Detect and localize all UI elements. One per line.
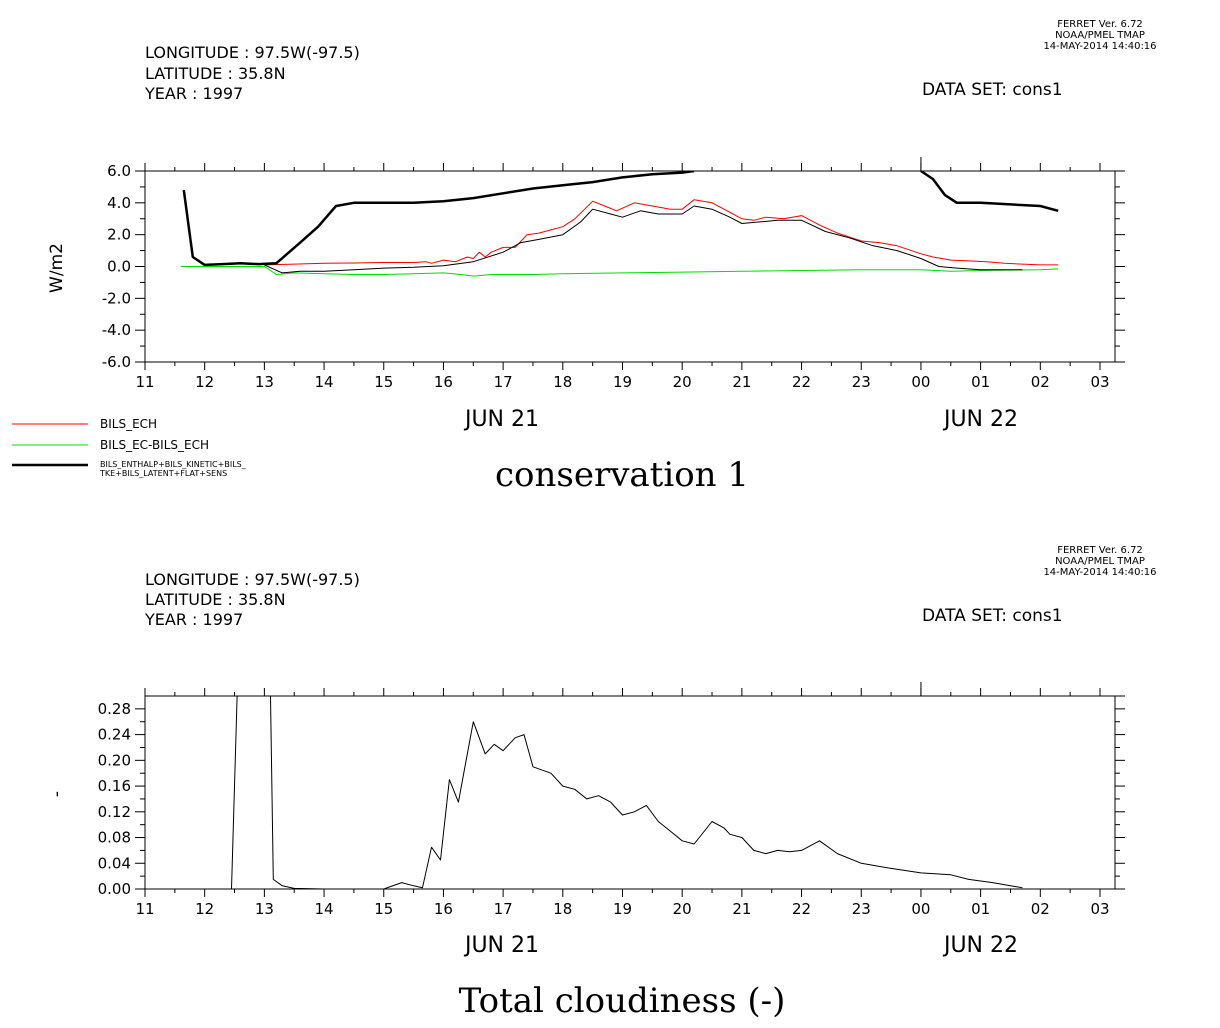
chart-total-cloudiness: 11 12 13 14 15 16 17 18 19 20 21 22 23 00 01 02 03 0.00 0.… (98, 682, 1125, 918)
x-tick-label: 15 (374, 373, 393, 391)
x-tick-label: 11 (135, 900, 154, 918)
dataset-label-2: DATA SET: cons1 (922, 606, 1063, 626)
year-label-2: YEAR : 1997 (144, 610, 243, 629)
y-tick-label: 0.0 (107, 258, 131, 276)
x-tick-label: 02 (1031, 900, 1050, 918)
x-tick-label: 21 (732, 373, 751, 391)
legend-label-bils-ech: BILS_ECH (100, 417, 157, 431)
y-axis-label-1: W/m2 (47, 243, 67, 293)
x-tick-label: 12 (195, 373, 214, 391)
plot-frame (144, 695, 1116, 890)
date-label-jun22-2: JUN 22 (942, 933, 1018, 958)
x-tick-label: 00 (911, 373, 930, 391)
x-tick-label: 19 (613, 373, 632, 391)
dataset-label-1: DATA SET: cons1 (922, 80, 1063, 100)
series-line-0-3 (264, 205, 1023, 274)
y-tick-label: 0.00 (98, 880, 131, 898)
y-tick-label: -2.0 (102, 289, 131, 307)
longitude-label-2: LONGITUDE : 97.5W(-97.5) (145, 570, 360, 589)
x-tick-label: 14 (315, 900, 334, 918)
ferret-version-2: FERRET Ver. 6.72 (1057, 545, 1143, 556)
x-tick-label: 02 (1031, 373, 1050, 391)
x-tick-label: 15 (374, 900, 393, 918)
chart-conservation-1: 11 12 13 14 15 16 17 18 19 20 21 22 23 00 01 02 03 -6.0 -4… (102, 157, 1125, 391)
y-axis-label-2: - (47, 791, 67, 797)
x-tick-label: 18 (553, 373, 572, 391)
latitude-label-1: LATITUDE : 35.8N (145, 64, 286, 83)
series-line-0-1 (180, 266, 1059, 277)
x-tick-label: 17 (494, 900, 513, 918)
y-tick-label: 0.24 (98, 726, 131, 744)
series-line-0-2-seg1 (920, 171, 1059, 213)
chart-title-2: Total cloudiness (-) (459, 981, 786, 1021)
x-tick-label: 12 (195, 900, 214, 918)
y-tick-label: -6.0 (102, 353, 131, 371)
y-tick-label: 0.16 (98, 777, 131, 795)
x-tick-label: 18 (553, 900, 572, 918)
year-label-1: YEAR : 1997 (144, 84, 243, 103)
x-tick-label: 03 (1090, 900, 1109, 918)
ferret-date-1: 14-MAY-2014 14:40:16 (1043, 41, 1156, 52)
date-label-jun21-2: JUN 21 (463, 933, 539, 958)
chart-title-1: conservation 1 (495, 455, 749, 495)
y-tick-label: -4.0 (102, 321, 131, 339)
x-tick-label: 01 (971, 900, 990, 918)
y-tick-label: 6.0 (107, 162, 131, 180)
date-label-jun21-1: JUN 21 (463, 407, 539, 432)
plot-frame (144, 170, 1116, 363)
y-tick-label: 0.28 (98, 700, 131, 718)
longitude-label-1: LONGITUDE : 97.5W(-97.5) (145, 43, 360, 62)
x-tick-label: 11 (135, 373, 154, 391)
x-tick-label: 22 (792, 900, 811, 918)
y-tick-label: 0.04 (98, 854, 131, 872)
x-tick-label: 20 (673, 373, 692, 391)
ferret-org-2: NOAA/PMEL TMAP (1055, 556, 1145, 567)
x-tick-label: 13 (255, 373, 274, 391)
x-tick-label: 16 (434, 900, 453, 918)
latitude-label-2: LATITUDE : 35.8N (145, 590, 286, 609)
x-tick-label: 23 (852, 373, 871, 391)
x-tick-label: 14 (315, 373, 334, 391)
x-tick-label: 22 (792, 373, 811, 391)
x-tick-label: 16 (434, 373, 453, 391)
x-tick-label: 17 (494, 373, 513, 391)
y-tick-label: 0.12 (98, 803, 131, 821)
series-line-1-0 (231, 696, 1023, 889)
series-line-0-0 (264, 199, 1059, 266)
y-tick-label: 0.08 (98, 829, 131, 847)
y-tick-label: 4.0 (107, 194, 131, 212)
series-line-0-2-seg0 (182, 171, 695, 267)
x-tick-label: 01 (971, 373, 990, 391)
x-tick-label: 20 (673, 900, 692, 918)
x-tick-label: 23 (852, 900, 871, 918)
x-tick-label: 13 (255, 900, 274, 918)
x-tick-label: 19 (613, 900, 632, 918)
x-tick-label: 03 (1090, 373, 1109, 391)
ferret-date-2: 14-MAY-2014 14:40:16 (1043, 567, 1156, 578)
legend-label-bils-sum-2: TKE+BILS_LATENT+FLAT+SENS (99, 469, 227, 478)
y-tick-label: 0.20 (98, 751, 131, 769)
y-tick-label: 2.0 (107, 226, 131, 244)
ferret-version-1: FERRET Ver. 6.72 (1057, 19, 1143, 30)
legend-label-bils-sum-1: BILS_ENTHALP+BILS_KINETIC+BILS_ (100, 460, 247, 469)
x-tick-label: 21 (732, 900, 751, 918)
x-tick-label: 00 (911, 900, 930, 918)
legend-label-bils-ec-diff: BILS_EC-BILS_ECH (100, 438, 209, 452)
ferret-org-1: NOAA/PMEL TMAP (1055, 30, 1145, 41)
date-label-jun22-1: JUN 22 (942, 407, 1018, 432)
